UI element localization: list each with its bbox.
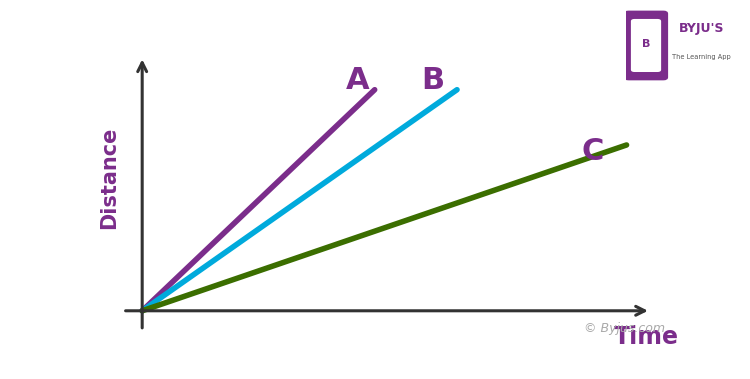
FancyBboxPatch shape <box>624 11 668 80</box>
Text: BYJU'S: BYJU'S <box>679 22 724 35</box>
Text: C: C <box>581 137 604 166</box>
Text: © Byjus.com: © Byjus.com <box>584 322 665 335</box>
Text: The Learning App: The Learning App <box>673 54 731 60</box>
Text: B: B <box>642 39 650 49</box>
Text: B: B <box>422 66 444 96</box>
Text: Time: Time <box>614 325 679 349</box>
Text: A: A <box>346 66 370 96</box>
FancyBboxPatch shape <box>631 19 662 72</box>
Text: Distance: Distance <box>99 127 119 229</box>
